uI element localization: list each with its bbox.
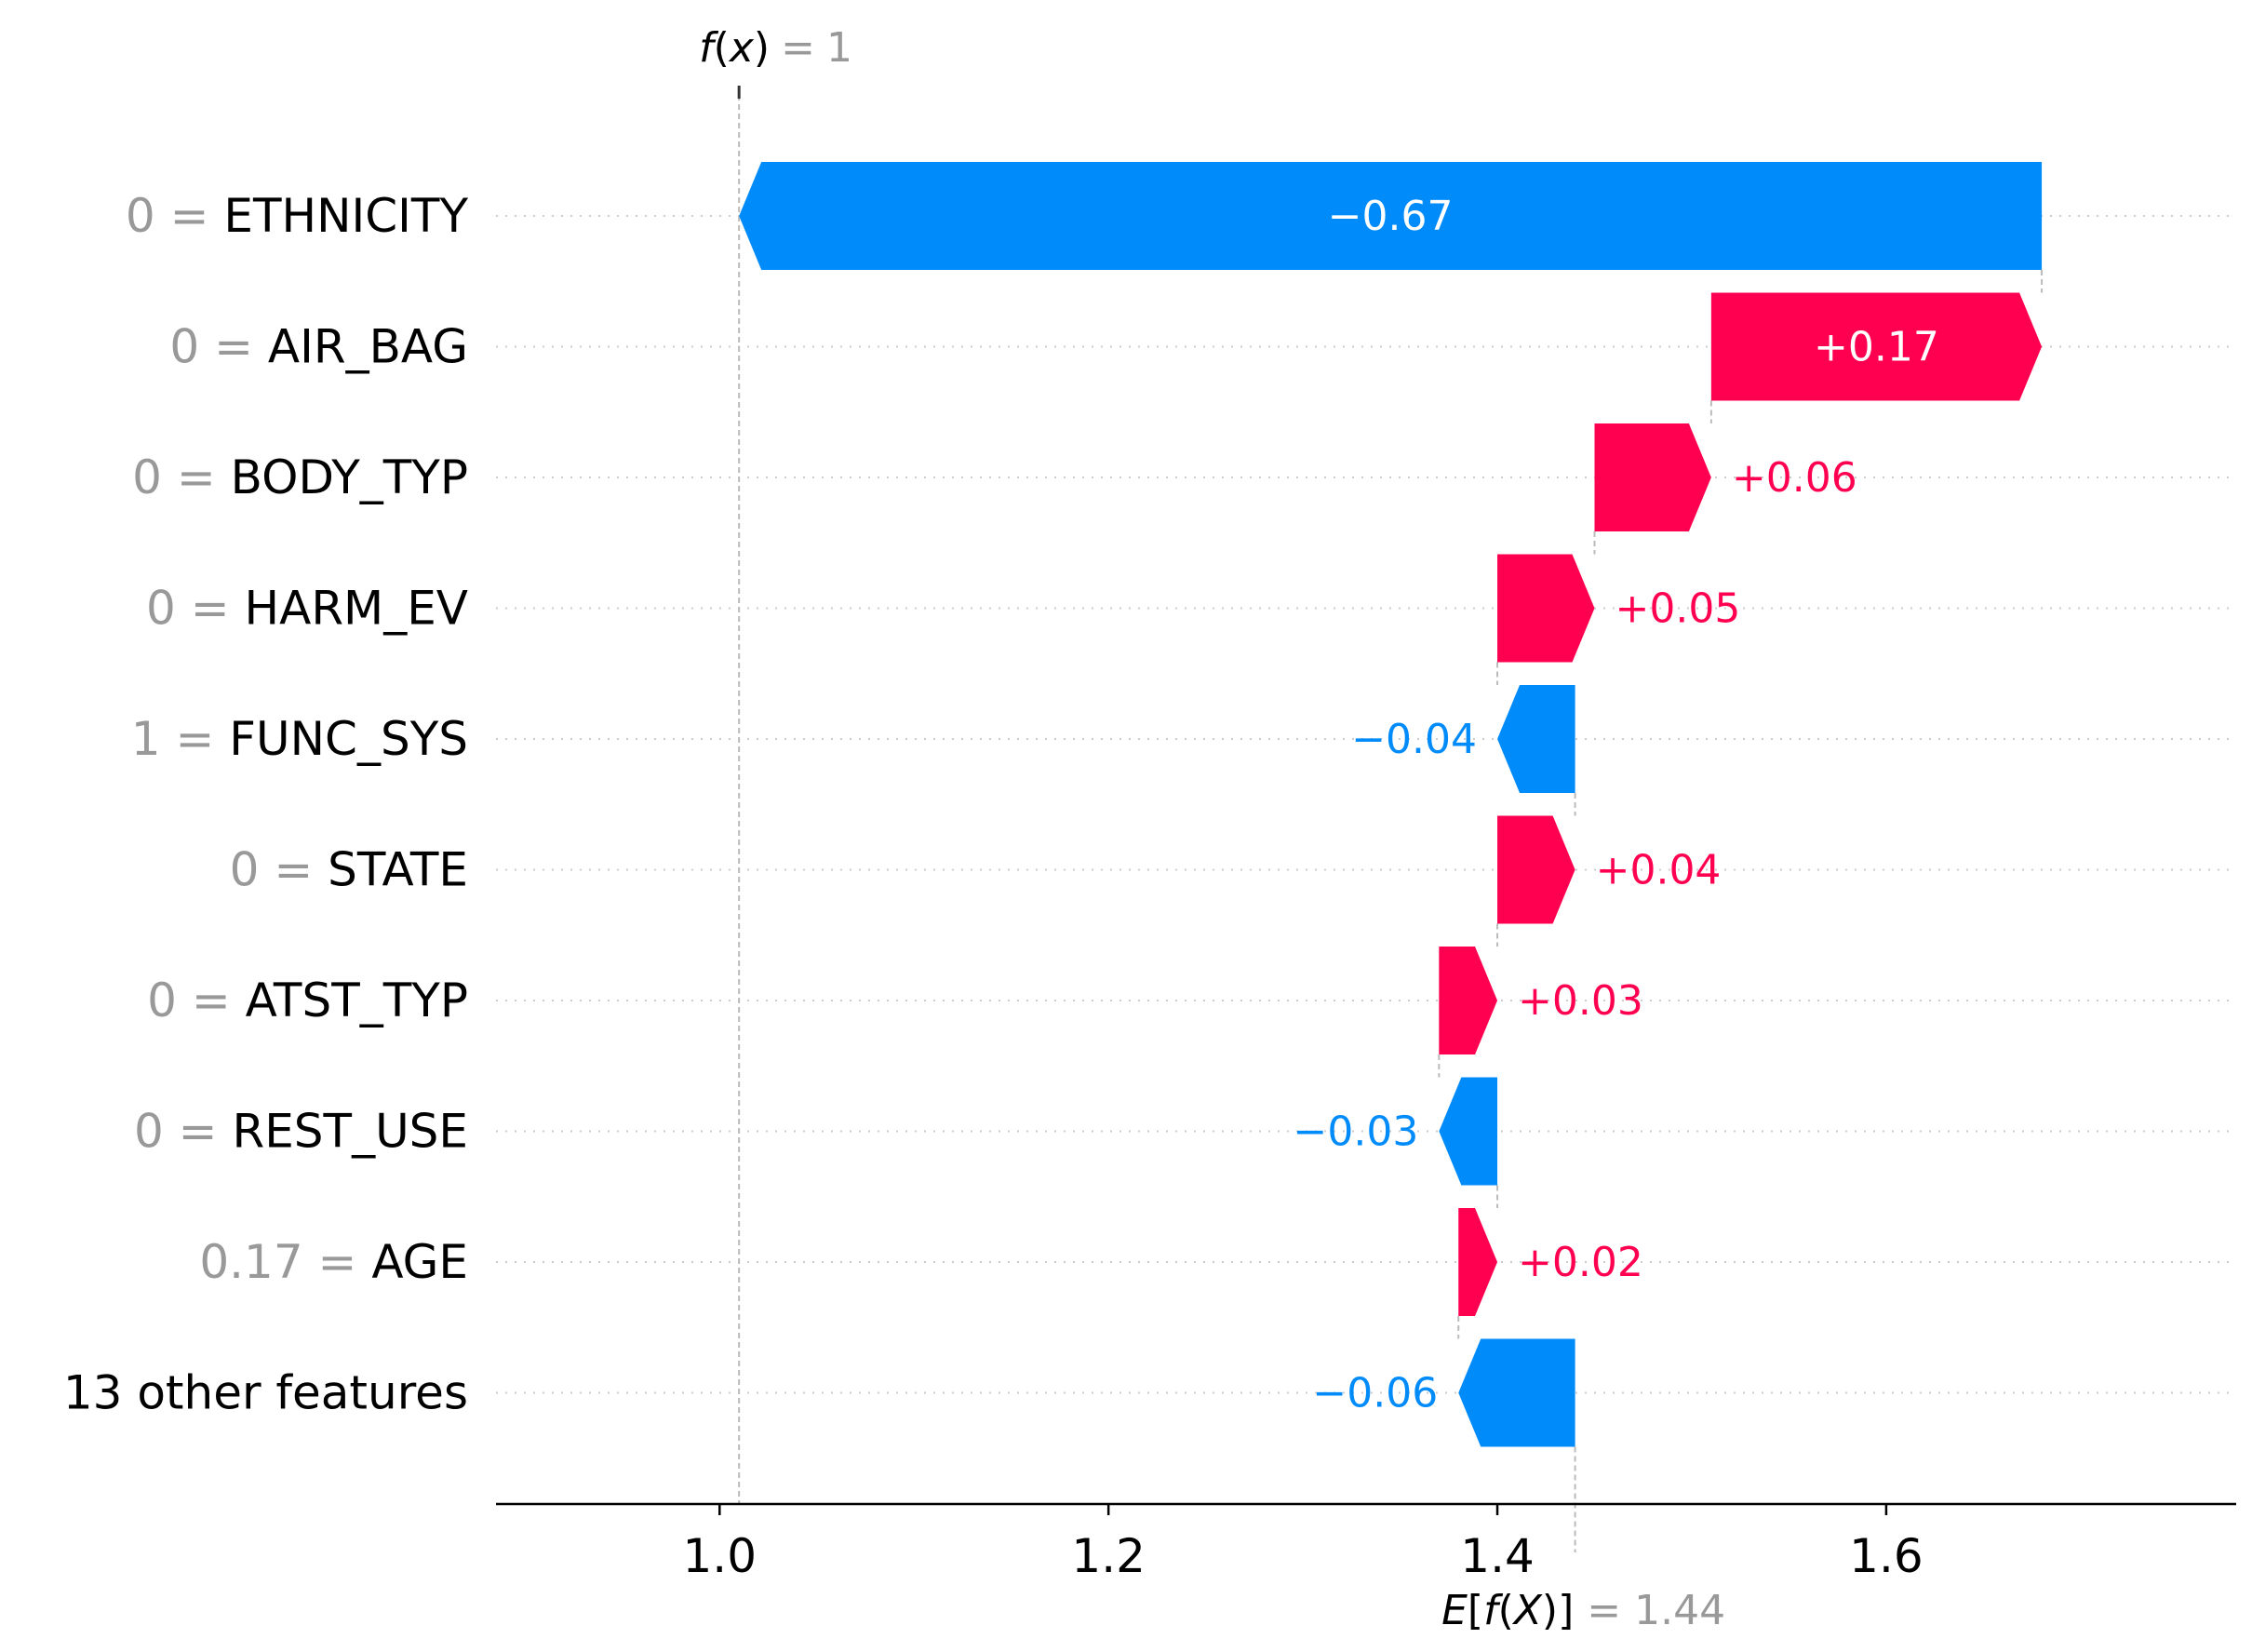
feature-value: 0 = bbox=[134, 1105, 233, 1159]
feature-value: 0 = bbox=[146, 582, 245, 636]
guide-lines bbox=[737, 86, 2044, 1552]
feature-name: FUNC_SYS bbox=[229, 712, 468, 766]
bar-value-label-ethnicity: −0.67 bbox=[1328, 193, 1454, 240]
ex-close-paren: ) bbox=[1542, 1587, 1558, 1634]
feature-name: 13 other features bbox=[63, 1366, 468, 1420]
feature-label-state: 0 = STATE bbox=[230, 843, 468, 897]
bar-value-label-func-sys: −0.04 bbox=[1351, 716, 1477, 763]
feature-label-air-bag: 0 = AIR_BAG bbox=[169, 320, 468, 374]
ex-e-label: E bbox=[1441, 1587, 1468, 1634]
feature-name: AGE bbox=[371, 1235, 468, 1289]
fx-close-paren: ) bbox=[754, 24, 770, 72]
bar-atst-typ bbox=[1439, 947, 1498, 1054]
feature-label-rest-use: 0 = REST_USE bbox=[134, 1105, 468, 1159]
x-tick-label: 1.0 bbox=[683, 1529, 757, 1583]
x-tick-label: 1.2 bbox=[1071, 1529, 1146, 1583]
feature-name: ETHNICITY bbox=[223, 189, 468, 243]
ex-close-bracket: ] bbox=[1558, 1587, 1574, 1634]
ex-x-label: X bbox=[1512, 1587, 1543, 1634]
feature-value: 0.17 = bbox=[199, 1235, 371, 1289]
feature-label-13-other-features: 13 other features bbox=[63, 1366, 468, 1420]
bar-value-label-harm-ev: +0.05 bbox=[1615, 585, 1741, 633]
bar-age bbox=[1458, 1208, 1498, 1316]
bar-rest-use bbox=[1439, 1077, 1498, 1186]
bar-ethnicity bbox=[739, 162, 2043, 270]
bar-value-label-body-typ: +0.06 bbox=[1732, 454, 1857, 502]
fx-annotation: f(x) = 1 bbox=[699, 24, 852, 72]
feature-label-ethnicity: 0 = ETHNICITY bbox=[126, 189, 469, 243]
feature-label-harm-ev: 0 = HARM_EV bbox=[146, 582, 468, 636]
x-axis: 1.0 1.2 1.4 1.6 bbox=[496, 1502, 2236, 1583]
ex-equals: = bbox=[1587, 1587, 1621, 1634]
bar-state bbox=[1497, 815, 1575, 924]
x-tick-label: 1.4 bbox=[1460, 1529, 1535, 1583]
feature-name: ATST_TYP bbox=[246, 974, 468, 1027]
fx-equals: = bbox=[781, 24, 815, 72]
fx-value: 1 bbox=[826, 24, 852, 72]
feature-name: BODY_TYP bbox=[231, 450, 468, 504]
feature-name: REST_USE bbox=[232, 1105, 468, 1159]
bar-air-bag bbox=[1710, 292, 2043, 401]
feature-value: 0 = bbox=[230, 843, 328, 897]
bar-value-label-air-bag: +0.17 bbox=[1814, 324, 1939, 371]
bar-value-label-rest-use: −0.03 bbox=[1294, 1108, 1419, 1156]
feature-label-atst-typ: 0 = ATST_TYP bbox=[147, 974, 468, 1027]
bar-value-label-13-other-features: −0.06 bbox=[1312, 1370, 1438, 1417]
feature-label-body-typ: 0 = BODY_TYP bbox=[132, 450, 468, 504]
feature-value: 0 = bbox=[126, 189, 224, 243]
bar-value-label-state: +0.04 bbox=[1596, 847, 1722, 894]
bar-harm-ev bbox=[1497, 554, 1595, 663]
contribution-bars: −0.67 +0.17 +0.06 +0.05 −0.04 +0.04 +0.03 −0.03… bbox=[739, 162, 2043, 1447]
feature-name: HARM_EV bbox=[245, 582, 468, 636]
ex-value: 1.44 bbox=[1634, 1587, 1725, 1634]
feature-value: 1 = bbox=[131, 712, 230, 766]
expected-value-annotation: E[f(X)] = 1.44 bbox=[1441, 1587, 1725, 1634]
ex-open-bracket: [ bbox=[1468, 1587, 1483, 1634]
feature-value: 0 = bbox=[132, 450, 231, 504]
feature-value: 0 = bbox=[147, 974, 246, 1027]
feature-label-func-sys: 1 = FUNC_SYS bbox=[131, 712, 468, 766]
bar-value-label-age: +0.02 bbox=[1518, 1239, 1643, 1286]
ex-open-paren: ( bbox=[1498, 1587, 1514, 1634]
feature-name: STATE bbox=[328, 843, 468, 897]
feature-name: AIR_BAG bbox=[268, 320, 468, 374]
bar-value-label-atst-typ: +0.03 bbox=[1518, 977, 1643, 1025]
fx-open-paren: ( bbox=[714, 24, 730, 72]
feature-label-age: 0.17 = AGE bbox=[199, 1235, 468, 1289]
bar-func-sys bbox=[1497, 685, 1575, 793]
x-tick-label: 1.6 bbox=[1849, 1529, 1924, 1583]
feature-value: 0 = bbox=[169, 320, 268, 374]
bar-13-other-features bbox=[1458, 1338, 1575, 1447]
fx-x-label: x bbox=[728, 24, 755, 72]
bar-body-typ bbox=[1594, 423, 1711, 531]
